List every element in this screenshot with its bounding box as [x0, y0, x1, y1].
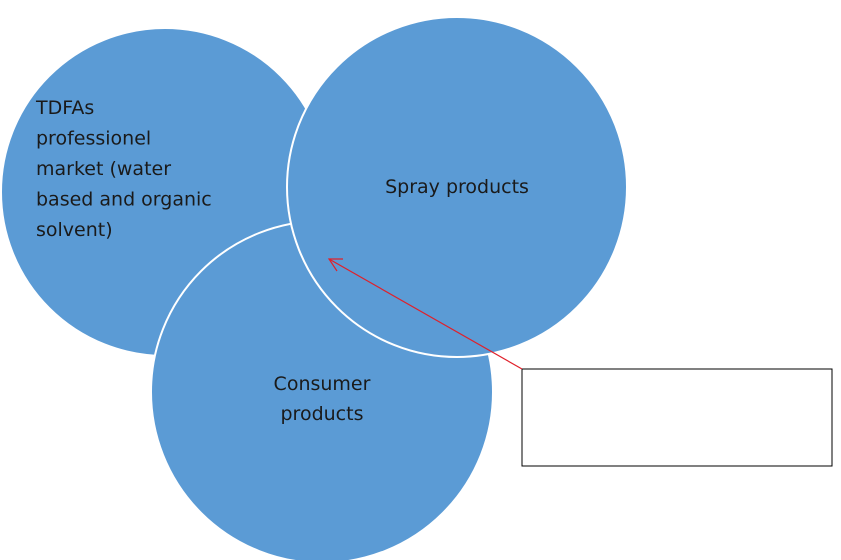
circle-label: based and organic — [36, 189, 212, 211]
annotation-box — [521, 368, 833, 467]
arrow-head — [327, 258, 343, 272]
circle-label: products — [281, 403, 364, 425]
circle-label: professionel — [36, 128, 151, 150]
circle-spray — [286, 16, 628, 358]
circle-label: TDFAs — [35, 97, 94, 119]
circle-label: market (water — [36, 158, 171, 180]
circle-label: solvent) — [36, 219, 113, 241]
arrow-line — [328, 258, 523, 370]
circle-label: Spray products — [385, 176, 529, 198]
circle-label: Consumer — [274, 373, 371, 395]
